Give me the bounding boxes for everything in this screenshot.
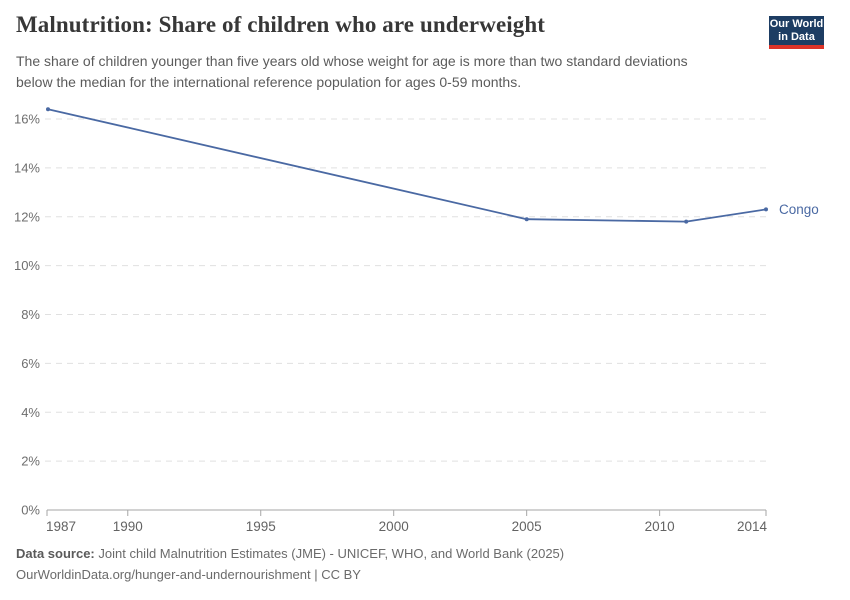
- x-axis-tick-label: 2005: [512, 519, 542, 534]
- owid-logo: Our World in Data: [769, 16, 824, 49]
- y-axis-tick-label: 6%: [21, 356, 40, 371]
- y-axis-tick-label: 10%: [14, 258, 40, 273]
- x-axis-tick-label: 1987: [46, 519, 76, 534]
- data-point-marker: [524, 217, 529, 222]
- data-source-line: Data source: Joint child Malnutrition Es…: [16, 543, 564, 564]
- x-axis-tick-label: 2010: [645, 519, 675, 534]
- owid-logo-line2: in Data: [778, 31, 815, 43]
- trend-line: [47, 108, 767, 223]
- x-axis-tick-label: 2000: [379, 519, 409, 534]
- y-axis-tick-label: 2%: [21, 454, 40, 469]
- x-axis-tick-label: 1990: [113, 519, 143, 534]
- y-axis-tick-label: 12%: [14, 209, 40, 224]
- x-axis-tick-label: 1995: [246, 519, 276, 534]
- x-axis-tick-label: 2014: [737, 519, 768, 534]
- y-axis-tick-label: 4%: [21, 405, 40, 420]
- data-point-marker: [684, 219, 689, 224]
- page-title: Malnutrition: Share of children who are …: [16, 12, 546, 37]
- data-source-text: Joint child Malnutrition Estimates (JME)…: [98, 546, 565, 561]
- y-axis-tick-label: 0%: [21, 503, 40, 518]
- data-point-marker: [46, 107, 50, 112]
- series-entity-label: Congo: [779, 202, 819, 217]
- chart-footer: Data source: Joint child Malnutrition Es…: [16, 543, 564, 585]
- data-point-marker: [764, 207, 768, 212]
- y-axis-tick-label: 16%: [14, 112, 40, 127]
- y-axis-tick-label: 8%: [21, 307, 40, 322]
- chart-subtitle: The share of children younger than five …: [16, 53, 688, 90]
- y-axis-tick-label: 14%: [14, 160, 40, 175]
- owid-logo-line1: Our World: [769, 18, 824, 30]
- footer-note: OurWorldinData.org/hunger-and-undernouri…: [16, 567, 361, 582]
- data-source-label: Data source:: [16, 546, 95, 561]
